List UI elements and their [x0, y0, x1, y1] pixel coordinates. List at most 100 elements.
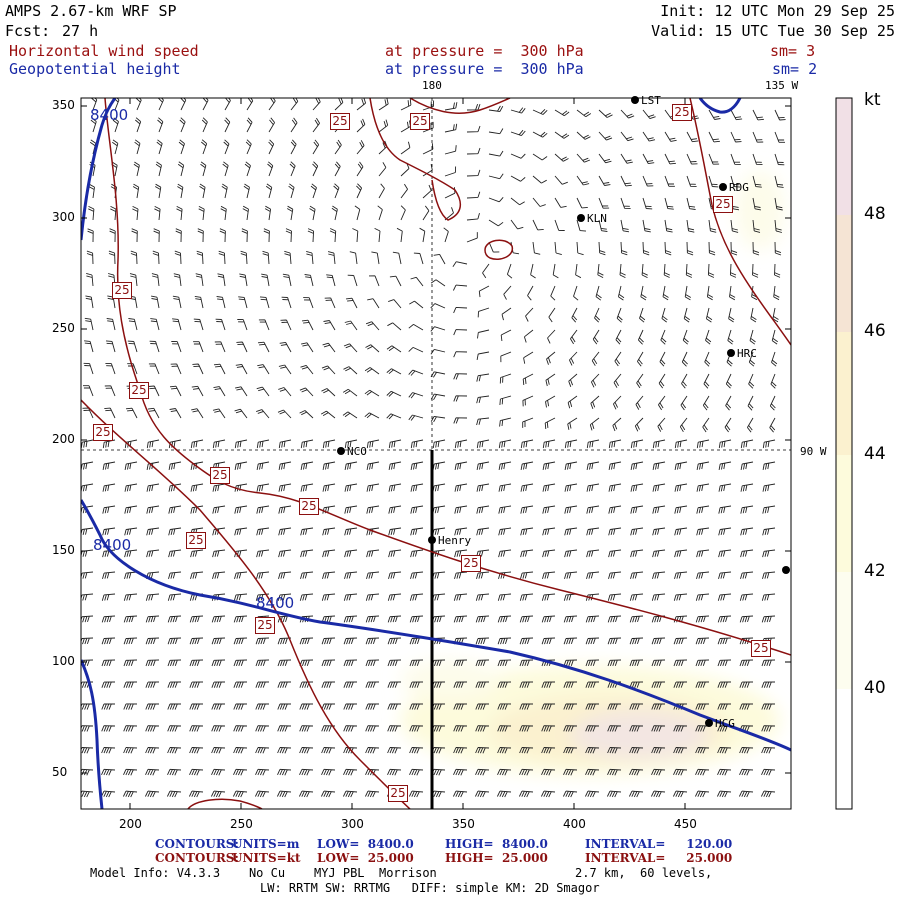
- wind-barb: [242, 205, 249, 221]
- wind-barb: [475, 768, 490, 776]
- wind-barb: [598, 175, 611, 186]
- wind-barb: [532, 219, 544, 231]
- wind-barb: [101, 659, 116, 667]
- wind-barb: [409, 747, 424, 754]
- wind-barb: [299, 593, 314, 601]
- wind-barb: [212, 571, 226, 580]
- wind-barb: [730, 153, 741, 165]
- wind-barb: [321, 593, 336, 601]
- wind-barb: [695, 725, 710, 732]
- wind-barb: [696, 439, 710, 449]
- wind-barb: [321, 365, 336, 375]
- wind-barb: [303, 297, 314, 309]
- wind-barb: [506, 263, 513, 279]
- model-title: AMPS 2.67-km WRF SP: [5, 2, 177, 20]
- wind-barb: [146, 527, 160, 536]
- wind-barb: [255, 637, 270, 645]
- wind-barb: [409, 637, 424, 645]
- wind-barb: [541, 725, 556, 732]
- wind-barb: [91, 98, 98, 111]
- wind-barb: [255, 725, 270, 732]
- wind-barb: [124, 527, 138, 536]
- wind-barb: [725, 373, 732, 389]
- wind-barb: [321, 768, 336, 776]
- wind-barb: [630, 505, 644, 514]
- wind-barb: [364, 389, 380, 397]
- wind-barb: [278, 505, 292, 514]
- wind-barb: [145, 659, 160, 667]
- wind-barb: [576, 241, 584, 256]
- wind-barb: [300, 461, 314, 470]
- wind-barb: [400, 205, 406, 221]
- wind-barb: [716, 790, 732, 798]
- wind-barb: [301, 319, 314, 331]
- wind-barb: [238, 296, 248, 309]
- wind-barb: [194, 295, 204, 309]
- wind-barb: [664, 219, 673, 233]
- wind-barb: [586, 461, 600, 470]
- wind-barb: [475, 725, 490, 732]
- wind-barb: [310, 183, 317, 199]
- wind-barb: [567, 417, 578, 430]
- wind-barb: [326, 274, 336, 287]
- wind-barb: [408, 414, 424, 421]
- wind-barb: [752, 219, 761, 233]
- wind-barb: [152, 250, 160, 265]
- wind-barb: [590, 395, 600, 410]
- station-label: RDG: [729, 181, 749, 194]
- wind-barb: [674, 527, 688, 536]
- wind-barb: [532, 108, 548, 115]
- wind-barb: [630, 571, 644, 580]
- wind-barb: [684, 285, 692, 301]
- wind-barb: [695, 703, 710, 710]
- wind-barb: [146, 439, 160, 449]
- wind-barb: [233, 593, 248, 601]
- wind-barb: [563, 703, 578, 710]
- speed-contour-label: 25: [93, 424, 113, 441]
- wind-barb: [233, 637, 248, 645]
- wind-barb: [211, 768, 226, 776]
- wind-barb: [718, 571, 732, 580]
- wind-barb: [343, 615, 358, 623]
- wind-barb: [189, 615, 204, 623]
- wind-barb: [255, 768, 270, 776]
- wind-barb: [191, 385, 204, 397]
- wind-barb: [771, 329, 778, 345]
- wind-barb: [772, 307, 779, 323]
- field2-smoothing: sm= 2: [772, 60, 818, 78]
- wind-barb: [510, 129, 526, 137]
- wind-barb: [430, 348, 446, 355]
- wind-barb: [409, 615, 424, 623]
- wind-barb: [148, 385, 160, 397]
- wind-barb: [281, 296, 292, 309]
- wind-barb: [400, 162, 410, 177]
- wind-barb: [356, 140, 365, 155]
- wind-barb: [761, 615, 776, 623]
- wind-barb: [299, 659, 314, 667]
- wind-barb: [388, 549, 402, 558]
- wind-barb: [444, 166, 457, 177]
- forecast-label: Fcst:: [5, 22, 51, 40]
- wind-barb: [762, 461, 776, 470]
- wind-barb: [388, 505, 402, 514]
- wind-barb: [615, 329, 622, 345]
- wind-barb: [608, 505, 622, 514]
- wind-barb: [189, 703, 204, 710]
- wind-barb: [85, 295, 94, 309]
- wind-barb: [606, 790, 622, 798]
- wind-barb: [598, 109, 613, 118]
- wind-barb: [334, 139, 342, 155]
- wind-barb: [708, 153, 720, 165]
- wind-barb: [220, 205, 227, 221]
- wind-barb: [151, 273, 160, 287]
- wind-barb: [453, 747, 468, 754]
- wind-barb: [167, 637, 182, 645]
- wind-barb: [598, 197, 610, 209]
- wind-barb: [166, 790, 182, 798]
- wind-barb: [501, 307, 512, 321]
- wind-barb: [488, 105, 504, 112]
- wind-barb: [554, 109, 570, 117]
- map-frame: [80, 97, 792, 810]
- wind-barb: [255, 703, 270, 710]
- wind-barb: [101, 637, 116, 645]
